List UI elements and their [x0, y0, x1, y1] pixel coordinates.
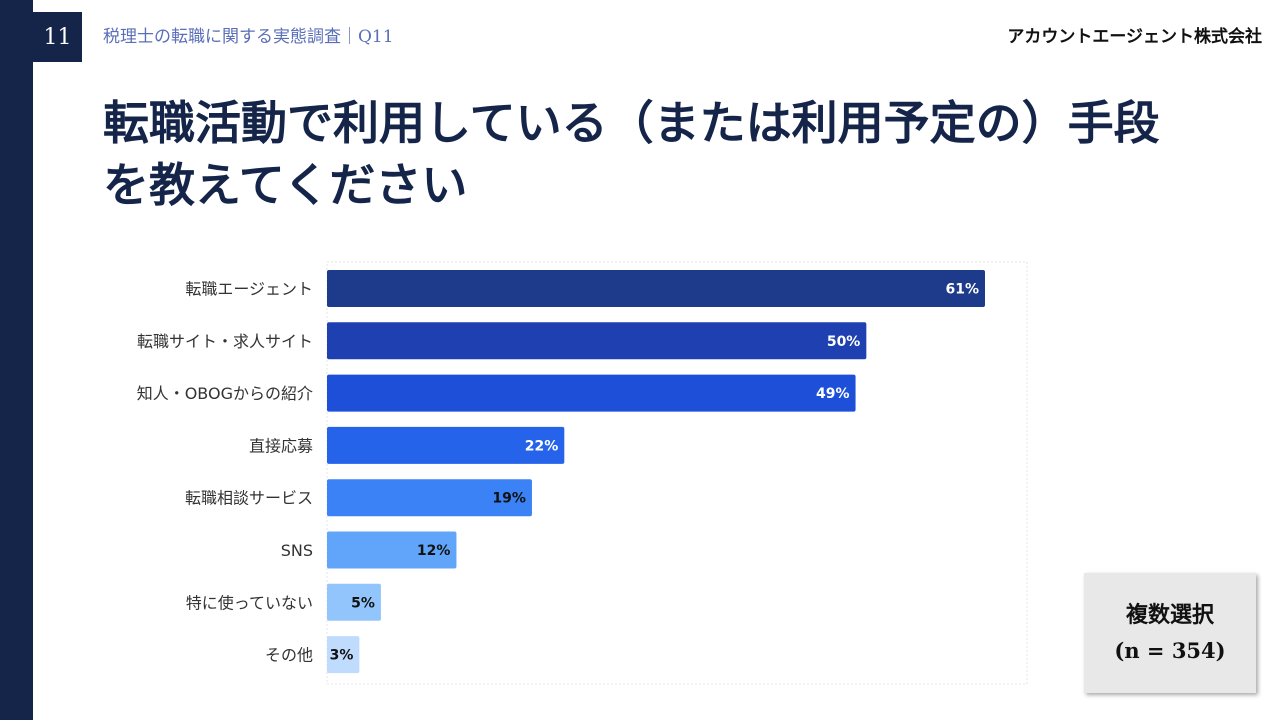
plot-frame: [326, 261, 1028, 685]
company-name: アカウントエージェント株式会社: [1007, 27, 1262, 47]
value-label: 19%: [492, 491, 526, 507]
multi-select-badge: 複数選択 (n = 354): [1084, 573, 1256, 693]
value-label: 5%: [351, 595, 375, 611]
category-label: 転職エージェント: [185, 280, 313, 299]
bar: [327, 374, 856, 412]
bar: [327, 583, 381, 621]
survey-label: 税理士の転職に関する実態調査｜Q11: [103, 27, 394, 47]
category-label: 知人・OBOGからの紹介: [137, 384, 313, 403]
value-label: 49%: [816, 386, 850, 402]
bar: [327, 270, 985, 307]
badge-label: 複数選択: [1125, 602, 1214, 628]
left-accent-bar: [0, 0, 33, 720]
value-label: 61%: [945, 282, 979, 298]
bar: [327, 426, 565, 464]
bar: [327, 636, 360, 674]
page-title: 転職活動で利用している（または利用予定の）手段を教えてください: [103, 96, 1160, 212]
value-label: 50%: [827, 334, 861, 350]
page-number: 11: [43, 24, 72, 50]
category-label: SNS: [281, 541, 313, 560]
bar: [327, 322, 867, 360]
category-label: 転職サイト・求人サイト: [137, 332, 313, 351]
bar: [327, 531, 457, 569]
value-label: 12%: [417, 543, 451, 559]
category-label: 直接応募: [249, 436, 313, 455]
value-label: 3%: [330, 648, 354, 664]
category-label: その他: [265, 646, 313, 665]
badge-sample-size: (n = 354): [1114, 638, 1226, 663]
value-label: 22%: [525, 438, 559, 454]
page-number-box: 11: [33, 12, 82, 62]
category-label: 特に使っていない: [186, 593, 313, 612]
bar: [327, 479, 532, 517]
category-label: 転職相談サービス: [185, 489, 313, 508]
